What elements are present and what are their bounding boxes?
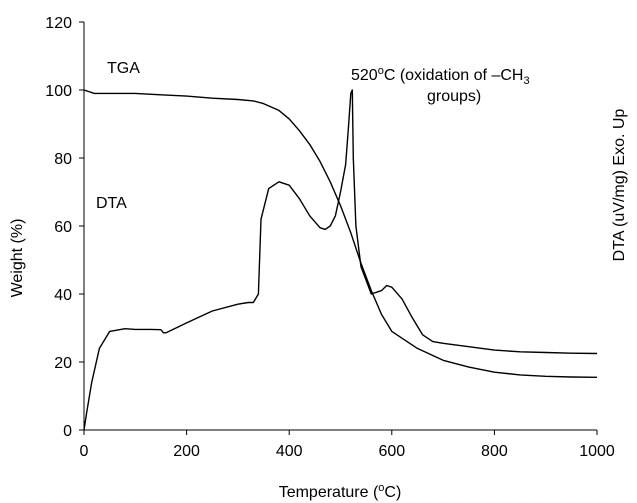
x-tick-label: 400 [276, 443, 303, 460]
tga-label: TGA [107, 60, 140, 77]
x-tick-label: 200 [173, 443, 200, 460]
x-tick-label: 0 [80, 443, 89, 460]
y-tick-label: 20 [54, 355, 72, 372]
y-tick-label: 40 [54, 287, 72, 304]
peak-annotation-line2: groups) [427, 88, 481, 105]
dta-label: DTA [96, 195, 127, 212]
x-tick-label: 600 [378, 443, 405, 460]
series-lines [83, 89, 598, 431]
y-tick-label: 120 [45, 15, 72, 32]
y-tick-label: 80 [54, 151, 72, 168]
y-axis-title: Weight (%) [9, 219, 26, 298]
y-tick-label: 0 [63, 423, 72, 440]
x-tick-label: 1000 [579, 443, 615, 460]
x-tick-label: 800 [481, 443, 508, 460]
y2-axis-title: DTA (uV/mg) Exo. Up [611, 109, 628, 262]
tick-labels: 0 200 400 600 800 1000 0 20 40 60 80 100 120 [45, 15, 615, 460]
x-axis-title: Temperature (oC) [279, 482, 402, 501]
y-tick-label: 100 [45, 83, 72, 100]
peak-annotation-line1: 520oC (oxidation of –CH3 [351, 65, 530, 87]
y-tick-label: 60 [54, 219, 72, 236]
series-line-tga [83, 89, 598, 378]
series-line-dta [83, 89, 598, 431]
